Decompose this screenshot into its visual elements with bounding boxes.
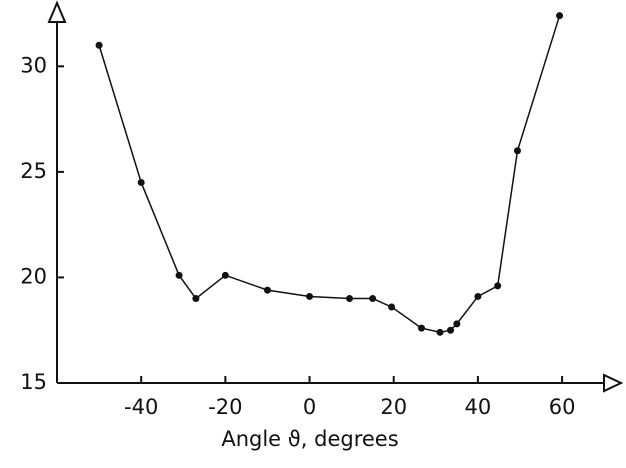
data-point [447,326,455,334]
data-point [346,295,354,303]
x-axis-arrow [603,373,624,393]
x-axis-label: Angle ϑ, degrees [221,427,398,451]
y-axis-arrow [47,0,67,23]
x-tick-label: 60 [549,395,576,419]
x-tick-label: -40 [124,395,158,419]
data-point [436,328,444,336]
data-point [417,324,425,332]
data-point [137,178,145,186]
data-point [175,271,183,279]
data-point [474,292,482,300]
x-tick-label: 0 [303,395,316,419]
data-point [388,303,396,311]
data-point [95,41,103,49]
y-tick-label: 25 [20,159,47,183]
data-point [494,282,502,290]
data-point [513,147,521,155]
data-point [306,292,314,300]
y-tick-label: 20 [20,264,47,288]
data-point [263,286,271,294]
data-point [369,295,377,303]
x-tick-label: 20 [380,395,407,419]
data-line [98,15,561,334]
y-tick-label: 30 [20,53,47,77]
y-tick-label: 15 [20,370,47,394]
data-point [556,12,564,20]
data-point [192,295,200,303]
x-tick-label: -20 [208,395,242,419]
data-point [453,320,461,328]
data-point [221,271,229,279]
x-tick-label: 40 [465,395,492,419]
